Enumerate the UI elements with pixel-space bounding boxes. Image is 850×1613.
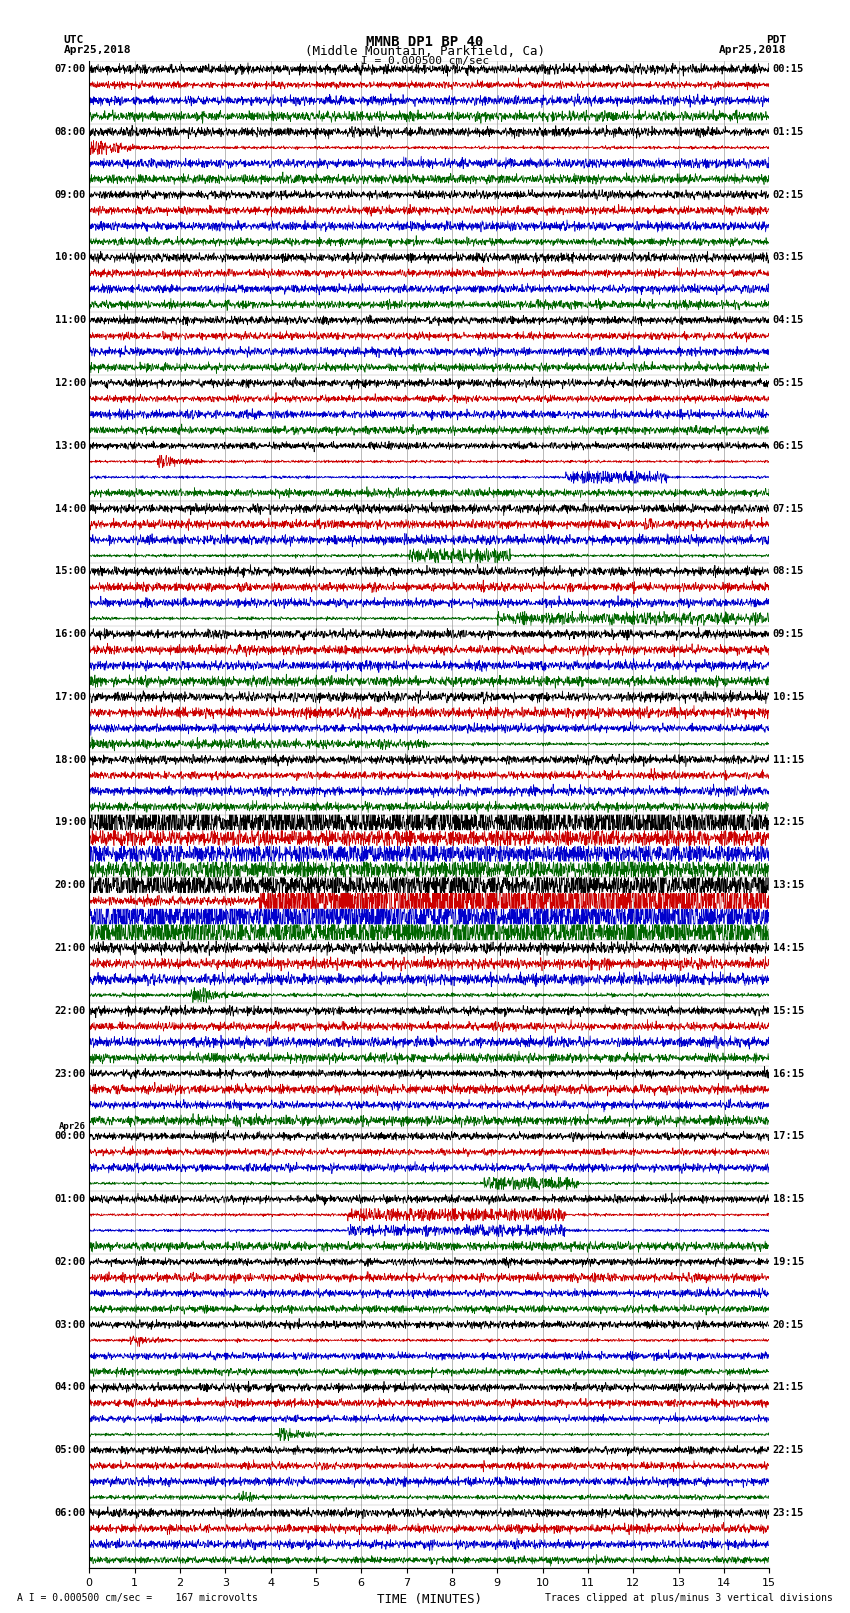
Text: 01:15: 01:15 xyxy=(773,127,804,137)
Text: 22:15: 22:15 xyxy=(773,1445,804,1455)
Text: 08:00: 08:00 xyxy=(54,127,86,137)
Text: 11:00: 11:00 xyxy=(54,315,86,326)
Text: 08:15: 08:15 xyxy=(773,566,804,576)
Text: 23:00: 23:00 xyxy=(54,1068,86,1079)
Text: 20:00: 20:00 xyxy=(54,881,86,890)
Text: 13:00: 13:00 xyxy=(54,440,86,450)
Text: 09:00: 09:00 xyxy=(54,190,86,200)
Text: 05:00: 05:00 xyxy=(54,1445,86,1455)
Text: MMNB DP1 BP 40: MMNB DP1 BP 40 xyxy=(366,35,484,50)
Text: 18:15: 18:15 xyxy=(773,1194,804,1203)
Text: 19:00: 19:00 xyxy=(54,818,86,827)
Text: 21:15: 21:15 xyxy=(773,1382,804,1392)
Text: 09:15: 09:15 xyxy=(773,629,804,639)
Text: 02:00: 02:00 xyxy=(54,1257,86,1266)
Text: PDT: PDT xyxy=(766,35,786,45)
Text: 15:15: 15:15 xyxy=(773,1007,804,1016)
Text: 11:15: 11:15 xyxy=(773,755,804,765)
Text: 18:00: 18:00 xyxy=(54,755,86,765)
Text: 10:15: 10:15 xyxy=(773,692,804,702)
Text: 04:00: 04:00 xyxy=(54,1382,86,1392)
Text: 00:00: 00:00 xyxy=(54,1131,86,1142)
Text: 01:00: 01:00 xyxy=(54,1194,86,1203)
Text: 14:00: 14:00 xyxy=(54,503,86,513)
Text: 12:15: 12:15 xyxy=(773,818,804,827)
Text: Apr26: Apr26 xyxy=(59,1123,86,1131)
Text: 03:15: 03:15 xyxy=(773,253,804,263)
Text: 07:15: 07:15 xyxy=(773,503,804,513)
Text: 02:15: 02:15 xyxy=(773,190,804,200)
X-axis label: TIME (MINUTES): TIME (MINUTES) xyxy=(377,1594,482,1607)
Text: 22:00: 22:00 xyxy=(54,1007,86,1016)
Text: 07:00: 07:00 xyxy=(54,65,86,74)
Text: 17:15: 17:15 xyxy=(773,1131,804,1142)
Text: 05:15: 05:15 xyxy=(773,377,804,389)
Text: 06:00: 06:00 xyxy=(54,1508,86,1518)
Text: 14:15: 14:15 xyxy=(773,944,804,953)
Text: 03:00: 03:00 xyxy=(54,1319,86,1329)
Text: UTC: UTC xyxy=(64,35,84,45)
Text: Apr25,2018: Apr25,2018 xyxy=(719,45,786,55)
Text: 06:15: 06:15 xyxy=(773,440,804,450)
Text: (Middle Mountain, Parkfield, Ca): (Middle Mountain, Parkfield, Ca) xyxy=(305,45,545,58)
Text: 04:15: 04:15 xyxy=(773,315,804,326)
Text: 21:00: 21:00 xyxy=(54,944,86,953)
Text: Apr25,2018: Apr25,2018 xyxy=(64,45,131,55)
Text: 20:15: 20:15 xyxy=(773,1319,804,1329)
Text: 16:15: 16:15 xyxy=(773,1068,804,1079)
Text: 10:00: 10:00 xyxy=(54,253,86,263)
Text: 12:00: 12:00 xyxy=(54,377,86,389)
Text: 17:00: 17:00 xyxy=(54,692,86,702)
Text: 23:15: 23:15 xyxy=(773,1508,804,1518)
Text: A I = 0.000500 cm/sec =    167 microvolts: A I = 0.000500 cm/sec = 167 microvolts xyxy=(17,1594,258,1603)
Text: Traces clipped at plus/minus 3 vertical divisions: Traces clipped at plus/minus 3 vertical … xyxy=(545,1594,833,1603)
Text: 13:15: 13:15 xyxy=(773,881,804,890)
Text: 00:15: 00:15 xyxy=(773,65,804,74)
Text: 16:00: 16:00 xyxy=(54,629,86,639)
Text: I = 0.000500 cm/sec: I = 0.000500 cm/sec xyxy=(361,56,489,66)
Text: 19:15: 19:15 xyxy=(773,1257,804,1266)
Text: 15:00: 15:00 xyxy=(54,566,86,576)
